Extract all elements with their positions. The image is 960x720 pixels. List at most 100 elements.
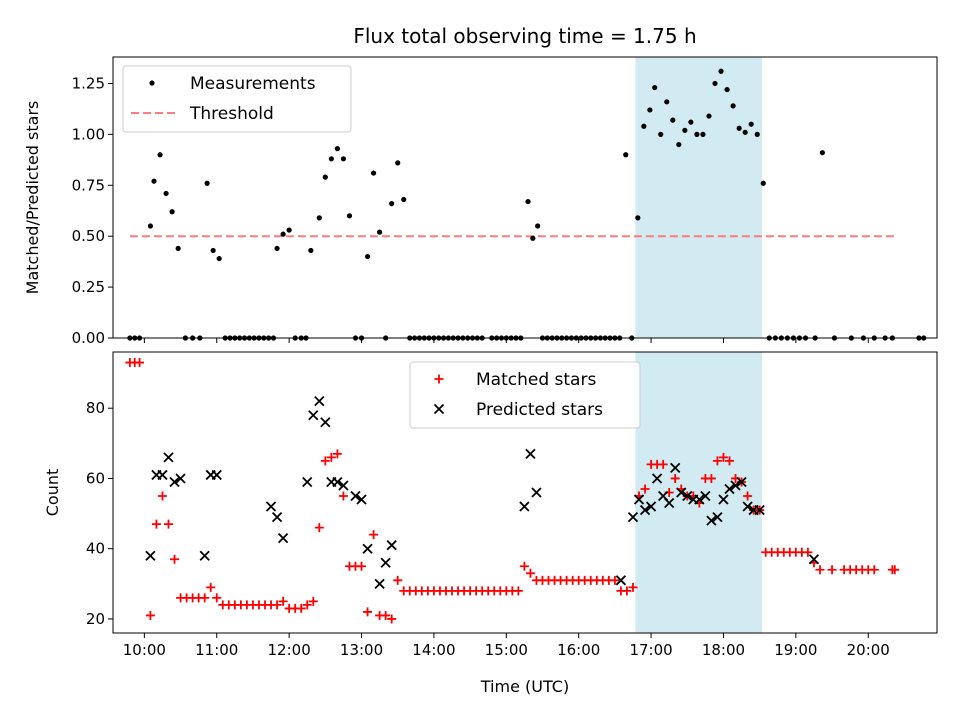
data-point — [216, 255, 222, 262]
data-point — [151, 178, 157, 184]
data-point — [610, 575, 620, 585]
data-point — [712, 80, 718, 87]
legend: Matched stars Predicted stars — [409, 361, 641, 429]
highlight-band — [635, 57, 763, 338]
data-point — [670, 462, 681, 474]
y-axis-label: Matched/Predicted stars — [23, 101, 42, 295]
data-point — [381, 610, 391, 620]
data-point — [535, 223, 541, 229]
data-point — [760, 180, 766, 186]
data-point — [670, 473, 680, 483]
data-point — [308, 247, 314, 254]
x-tick-label: 13:00 — [340, 641, 383, 659]
data-point — [754, 131, 760, 137]
data-point — [718, 68, 724, 74]
legend-marker — [434, 374, 444, 384]
data-point — [531, 487, 542, 498]
data-point — [386, 540, 397, 551]
x-tick-label: 19:00 — [774, 641, 817, 659]
legend: Measurements Threshold — [122, 65, 352, 133]
data-point — [370, 170, 377, 176]
data-point — [808, 554, 820, 565]
y-tick-label: 1.25 — [72, 74, 105, 92]
data-point — [682, 127, 688, 133]
data-point — [210, 247, 216, 254]
data-point — [736, 125, 742, 131]
data-point — [730, 480, 741, 491]
data-point — [658, 459, 668, 469]
x-axis-label: Time (UTC) — [480, 677, 569, 696]
counts-panel: 20 40 60 80 10:00 11:00 12:00 13:00 14:00 15:00 16… — [43, 351, 938, 659]
data-point — [364, 253, 371, 260]
data-point — [135, 358, 145, 368]
data-point — [387, 614, 397, 624]
y-tick-label: 0.00 — [72, 329, 105, 347]
data-point — [676, 487, 687, 498]
data-point — [748, 121, 754, 127]
data-point — [395, 160, 401, 166]
data-point — [157, 491, 167, 501]
data-point — [280, 231, 286, 237]
data-point — [147, 223, 153, 229]
data-point — [204, 180, 210, 186]
data-point — [513, 586, 523, 596]
data-point — [206, 582, 216, 592]
data-point — [340, 156, 347, 162]
data-point — [694, 131, 700, 137]
data-point — [712, 511, 723, 523]
data-point — [369, 530, 379, 540]
data-point — [815, 565, 825, 575]
data-point — [320, 456, 330, 466]
data-point — [525, 568, 535, 578]
data-point — [682, 490, 693, 502]
series-predicted-stars — [145, 396, 820, 589]
x-tick-label: 18:00 — [702, 641, 745, 659]
data-point — [316, 215, 322, 221]
data-point — [633, 494, 645, 505]
data-point — [628, 582, 638, 592]
x-tick-label: 15:00 — [485, 641, 528, 659]
data-point — [718, 452, 728, 462]
legend-marker — [433, 403, 445, 415]
data-point — [706, 113, 712, 119]
data-point — [525, 198, 531, 205]
legend-label: Predicted stars — [476, 400, 603, 420]
data-point — [664, 99, 670, 105]
data-point — [314, 396, 325, 407]
y-tick-label: 20 — [86, 610, 105, 628]
data-point — [332, 476, 343, 488]
data-point — [145, 550, 156, 561]
data-point — [199, 550, 210, 561]
data-point — [819, 150, 825, 156]
data-point — [302, 476, 313, 488]
data-point — [322, 174, 328, 180]
data-point — [163, 190, 169, 197]
data-point — [724, 456, 734, 466]
data-point — [647, 107, 653, 113]
data-point — [169, 209, 175, 215]
data-point — [623, 152, 629, 158]
data-point — [163, 519, 173, 529]
data-point — [694, 494, 705, 505]
data-point — [357, 561, 367, 571]
data-point — [724, 86, 730, 93]
data-point — [274, 245, 280, 252]
data-point — [332, 449, 342, 459]
data-point — [530, 235, 536, 241]
legend-label: Matched stars — [476, 370, 596, 390]
x-tick-label: 11:00 — [195, 641, 238, 659]
data-point — [296, 603, 306, 613]
data-point — [706, 473, 716, 483]
legend-label: Measurements — [190, 74, 316, 94]
legend-box — [409, 361, 641, 429]
data-point — [175, 245, 181, 252]
data-point — [743, 491, 753, 501]
data-point — [286, 227, 292, 233]
y-tick-label: 0.50 — [72, 227, 105, 245]
legend-box — [122, 65, 352, 133]
plot-frame — [112, 351, 938, 634]
data-point — [271, 511, 283, 523]
data-point — [639, 504, 651, 516]
data-point — [651, 473, 663, 484]
